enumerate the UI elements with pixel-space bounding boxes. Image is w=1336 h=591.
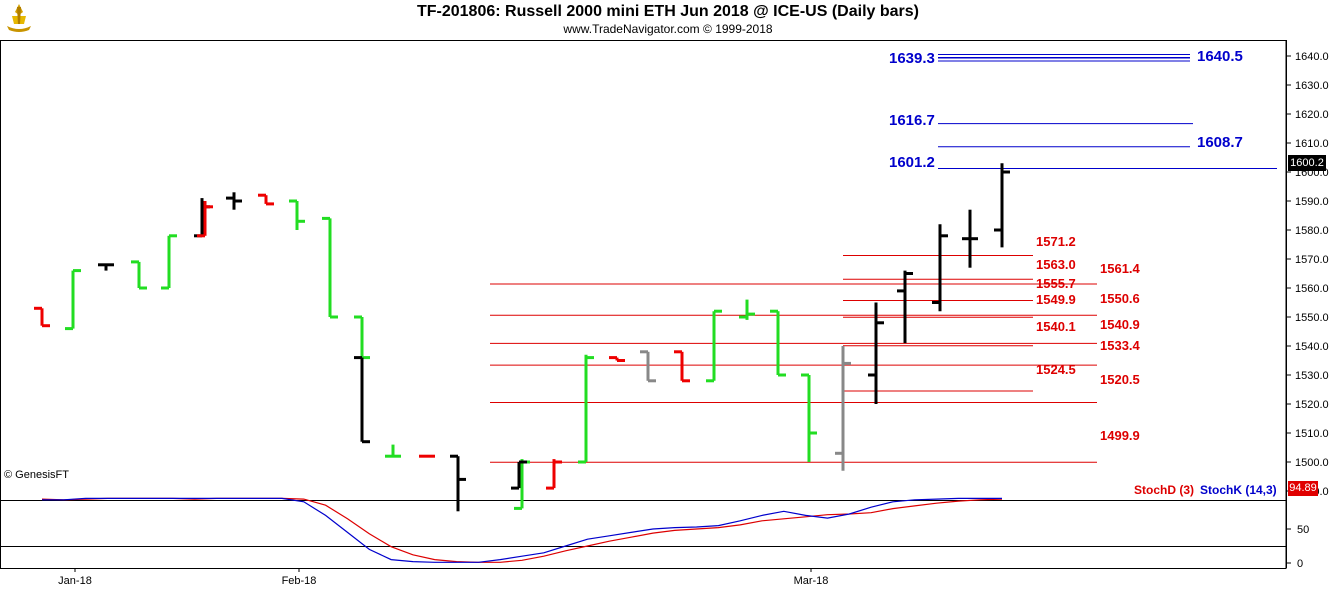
y-tick-label: 1630.0 <box>1295 80 1329 92</box>
red-level-label: 1540.1 <box>1036 319 1076 334</box>
stoch-tick-label: 0 <box>1297 558 1303 570</box>
blue-level-label: 1608.7 <box>1197 134 1243 151</box>
red-level-label: 1563.0 <box>1036 257 1076 272</box>
red-level-label: 1540.9 <box>1100 317 1140 332</box>
red-level-label: 1550.6 <box>1100 291 1140 306</box>
copyright-label: © GenesisFT <box>4 469 69 481</box>
red-level-label: 1520.5 <box>1100 372 1140 387</box>
red-level-label: 1555.7 <box>1036 276 1076 291</box>
stoch-k-legend: StochK (14,3) <box>1200 483 1277 497</box>
blue-level-label: 1640.5 <box>1197 48 1243 65</box>
stoch-d-legend: StochD (3) <box>1134 483 1194 497</box>
red-level-label: 1571.2 <box>1036 234 1076 249</box>
y-tick-label: 1520.0 <box>1295 399 1329 411</box>
y-tick-label: 1500.0 <box>1295 457 1329 469</box>
y-tick-label: 1550.0 <box>1295 312 1329 324</box>
x-tick-label: Feb-18 <box>282 575 317 587</box>
red-level-label: 1524.5 <box>1036 362 1076 377</box>
red-level-label: 1549.9 <box>1036 292 1076 307</box>
y-tick-label: 1610.0 <box>1295 138 1329 150</box>
y-tick-label: 1580.0 <box>1295 225 1329 237</box>
blue-level-label: 1639.3 <box>889 50 935 67</box>
chart-title: TF-201806: Russell 2000 mini ETH Jun 201… <box>416 3 919 20</box>
y-tick-label: 1540.0 <box>1295 341 1329 353</box>
y-tick-label: 1620.0 <box>1295 109 1329 121</box>
red-level-label: 1561.4 <box>1100 261 1141 276</box>
y-tick-label: 1570.0 <box>1295 254 1329 266</box>
y-tick-label: 1560.0 <box>1295 283 1329 295</box>
y-tick-label: 1530.0 <box>1295 370 1329 382</box>
stoch-tick-label: 50 <box>1297 524 1309 536</box>
x-tick-label: Mar-18 <box>794 575 829 587</box>
red-level-label: 1533.4 <box>1100 338 1141 353</box>
chart-subtitle: www.TradeNavigator.com © 1999-2018 <box>563 22 773 36</box>
y-tick-label: 1510.0 <box>1295 428 1329 440</box>
blue-level-label: 1601.2 <box>889 154 935 171</box>
stoch-k-line <box>42 497 1002 563</box>
y-tick-label: 1590.0 <box>1295 196 1329 208</box>
plot-frame <box>0 40 1287 569</box>
last-price-badge: 1600.2 <box>1288 155 1326 171</box>
blue-level-label: 1616.7 <box>889 112 935 129</box>
genesis-logo-icon <box>7 4 31 32</box>
y-tick-label: 1640.0 <box>1295 51 1329 63</box>
last-stoch-badge: 94.89 <box>1288 481 1318 496</box>
x-tick-label: Jan-18 <box>58 575 92 587</box>
red-level-label: 1499.9 <box>1100 428 1140 443</box>
